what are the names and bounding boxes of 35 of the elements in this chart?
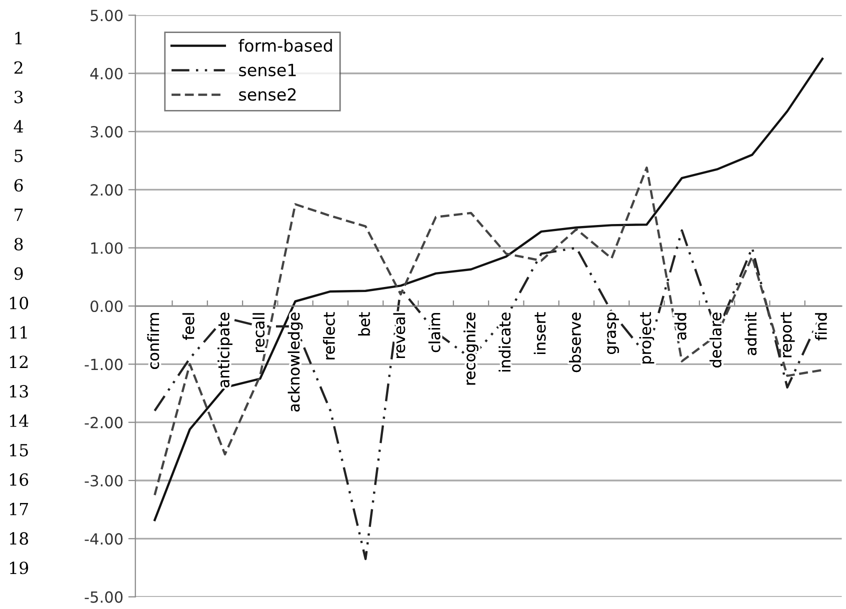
- y-tick-label: 4.00: [90, 68, 123, 80]
- x-tick-label: report: [780, 312, 795, 358]
- text: 1 2 3 4 5 6 7 8 9 10 11 12 13 14 15 16 17 18 19: [10, 32, 28, 574]
- y-tick-label: 0.00: [90, 300, 123, 312]
- y-tick-label: 2.00: [90, 184, 123, 196]
- x-tick-label: recognize: [464, 312, 478, 385]
- x-tick-label: find: [815, 313, 827, 340]
- legend-label: sense2: [239, 88, 296, 101]
- x-tick-label: grasp: [607, 312, 619, 354]
- x-tick-label: project: [639, 312, 654, 364]
- x-tick-label: indicate: [498, 312, 511, 372]
- y-tick-label: 3.00: [90, 126, 123, 138]
- x-tick-label: add: [674, 313, 686, 340]
- legend-label: sense1: [239, 64, 296, 76]
- y-tick-label: 5.00: [90, 10, 123, 22]
- y-tick-label: -1.00: [84, 358, 123, 370]
- x-tick-label: admit: [744, 312, 757, 356]
- x-tick-label: observe: [569, 312, 581, 372]
- x-tick-label: feel: [182, 313, 194, 340]
- y-tick-label: 1.00: [91, 242, 123, 254]
- x-tick-label: acknowledge: [288, 312, 303, 412]
- y-tick-label: -2.00: [84, 416, 123, 428]
- y-tick-label: -4.00: [84, 533, 123, 545]
- x-tick-label: claim: [428, 313, 440, 352]
- x-tick-label: insert: [534, 312, 546, 354]
- x-tick-label: recall: [252, 313, 265, 352]
- y-tick-label: -3.00: [84, 474, 123, 487]
- y-tick-label: -5.00: [84, 591, 123, 603]
- x-tick-label: bet: [358, 312, 370, 336]
- legend-label: form-based: [238, 38, 332, 52]
- x-tick-label: confirm: [147, 313, 160, 369]
- x-tick-label: anticipate: [218, 312, 232, 388]
- x-tick-label: declare: [710, 312, 722, 368]
- x-tick-label: reveal: [393, 313, 406, 358]
- x-tick-label: reflect: [323, 312, 335, 360]
